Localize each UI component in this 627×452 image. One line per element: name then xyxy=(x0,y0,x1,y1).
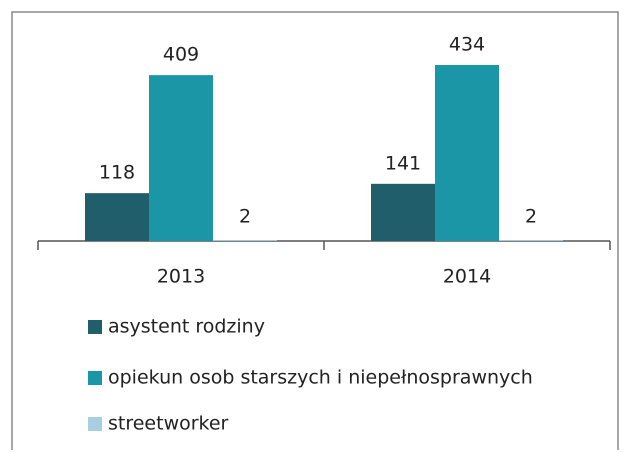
data-label: 2 xyxy=(525,206,537,228)
x-tick-label: 2013 xyxy=(157,266,205,288)
data-label: 118 xyxy=(99,162,135,184)
legend-swatch xyxy=(88,320,102,334)
bar xyxy=(149,75,213,242)
data-label: 434 xyxy=(449,34,485,56)
bar xyxy=(499,240,563,241)
bar xyxy=(371,183,435,241)
x-tick-label: 2014 xyxy=(443,266,491,288)
data-label: 141 xyxy=(385,152,421,174)
legend-swatch xyxy=(88,371,102,385)
data-label: 409 xyxy=(163,44,199,66)
legend-label: opiekun osob starszych i niepełnosprawny… xyxy=(108,367,533,389)
bar xyxy=(85,193,149,241)
legend-swatch xyxy=(88,417,102,431)
bar xyxy=(213,240,277,241)
data-label: 2 xyxy=(239,206,251,228)
frame xyxy=(11,11,619,450)
legend-label: streetworker xyxy=(108,413,229,435)
bar xyxy=(435,65,499,241)
legend-label: asystent rodziny xyxy=(108,316,265,338)
